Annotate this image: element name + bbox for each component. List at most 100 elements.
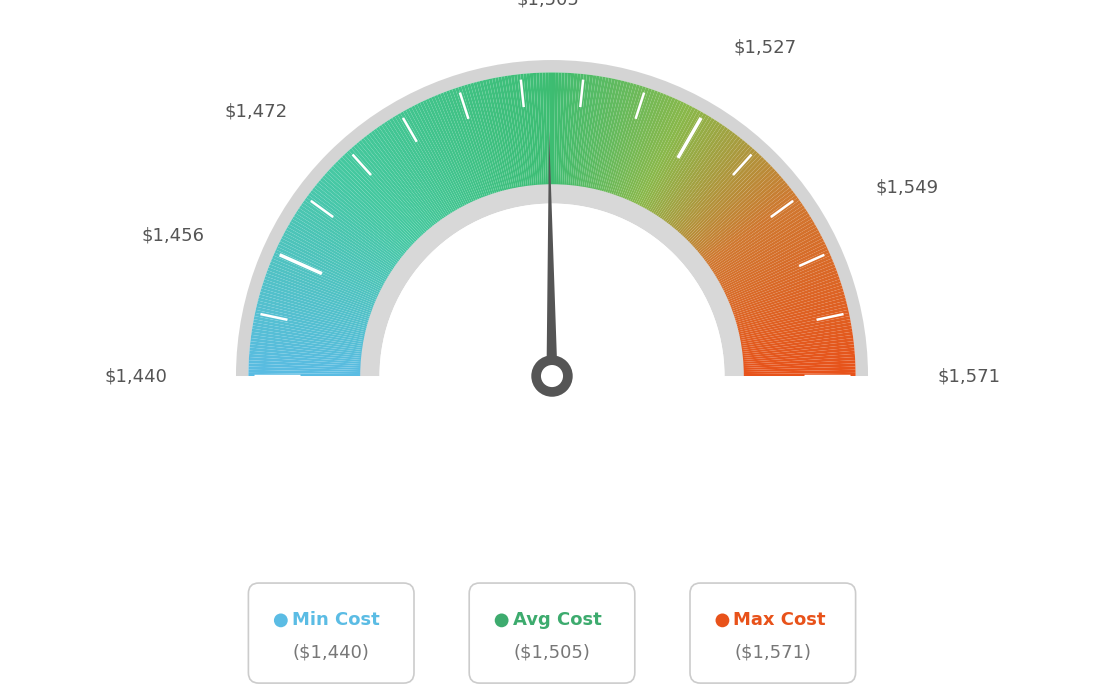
Wedge shape [645,112,704,212]
Wedge shape [732,279,841,317]
Wedge shape [678,148,755,235]
Wedge shape [318,180,407,255]
Wedge shape [648,115,709,214]
Wedge shape [608,86,646,195]
Wedge shape [652,118,714,216]
Wedge shape [728,262,835,306]
Wedge shape [492,78,517,190]
Wedge shape [739,326,852,346]
Wedge shape [428,97,477,203]
Wedge shape [277,244,381,295]
Wedge shape [527,73,538,187]
Wedge shape [730,270,838,312]
Wedge shape [254,313,367,339]
Wedge shape [453,88,491,197]
Wedge shape [683,157,764,241]
Wedge shape [697,180,786,255]
Wedge shape [580,76,599,188]
Wedge shape [605,84,639,195]
Wedge shape [564,73,574,187]
Wedge shape [327,170,412,249]
Wedge shape [253,319,365,342]
Wedge shape [719,233,821,288]
Wedge shape [282,235,384,290]
Wedge shape [629,99,678,204]
Wedge shape [742,357,856,366]
Wedge shape [710,208,807,273]
Wedge shape [359,140,433,230]
Wedge shape [301,203,396,269]
Wedge shape [676,146,753,234]
Wedge shape [722,241,826,293]
Wedge shape [257,301,369,331]
Wedge shape [737,310,849,337]
Wedge shape [714,219,814,279]
Wedge shape [293,216,391,278]
Text: Min Cost: Min Cost [291,611,380,629]
Wedge shape [694,175,782,252]
Wedge shape [640,107,696,209]
Wedge shape [221,376,883,690]
Wedge shape [611,88,649,196]
Wedge shape [698,183,788,257]
Wedge shape [680,152,760,238]
Wedge shape [542,72,548,186]
Wedge shape [736,307,848,335]
Wedge shape [250,351,363,362]
Wedge shape [554,72,559,186]
Wedge shape [712,213,810,276]
Wedge shape [724,247,828,297]
Wedge shape [726,255,832,302]
Wedge shape [627,97,676,203]
Wedge shape [705,197,799,266]
Wedge shape [274,253,379,301]
Wedge shape [739,319,851,342]
Wedge shape [593,80,622,191]
Wedge shape [734,291,845,325]
Wedge shape [363,136,436,227]
Wedge shape [660,127,728,221]
Wedge shape [739,322,851,344]
Wedge shape [715,221,815,282]
Wedge shape [252,328,364,348]
Wedge shape [670,138,743,228]
Wedge shape [704,195,797,264]
Text: $1,527: $1,527 [733,38,796,56]
Wedge shape [322,175,410,252]
Wedge shape [679,150,757,237]
Wedge shape [351,146,428,234]
Wedge shape [250,348,363,360]
Wedge shape [742,370,856,374]
Wedge shape [440,92,484,199]
Wedge shape [505,76,524,188]
Wedge shape [336,161,417,244]
Wedge shape [275,250,380,299]
Wedge shape [467,83,501,194]
Wedge shape [305,197,399,266]
Wedge shape [251,338,363,354]
Wedge shape [742,364,856,370]
Wedge shape [523,74,537,187]
Wedge shape [713,216,811,278]
Wedge shape [325,173,411,250]
Wedge shape [465,84,499,195]
Wedge shape [294,213,392,276]
Wedge shape [665,132,735,225]
Wedge shape [248,373,362,376]
Wedge shape [248,370,362,374]
Wedge shape [489,79,514,190]
Wedge shape [455,88,493,196]
Wedge shape [287,224,388,283]
Wedge shape [446,90,488,198]
Wedge shape [624,95,670,201]
Wedge shape [248,357,362,366]
Text: ($1,440): ($1,440) [293,644,370,662]
Wedge shape [556,72,562,186]
Wedge shape [620,92,664,199]
Wedge shape [707,200,802,268]
Wedge shape [349,148,426,235]
Wedge shape [400,112,459,212]
Wedge shape [724,250,829,299]
Wedge shape [289,221,389,282]
Wedge shape [638,106,692,208]
